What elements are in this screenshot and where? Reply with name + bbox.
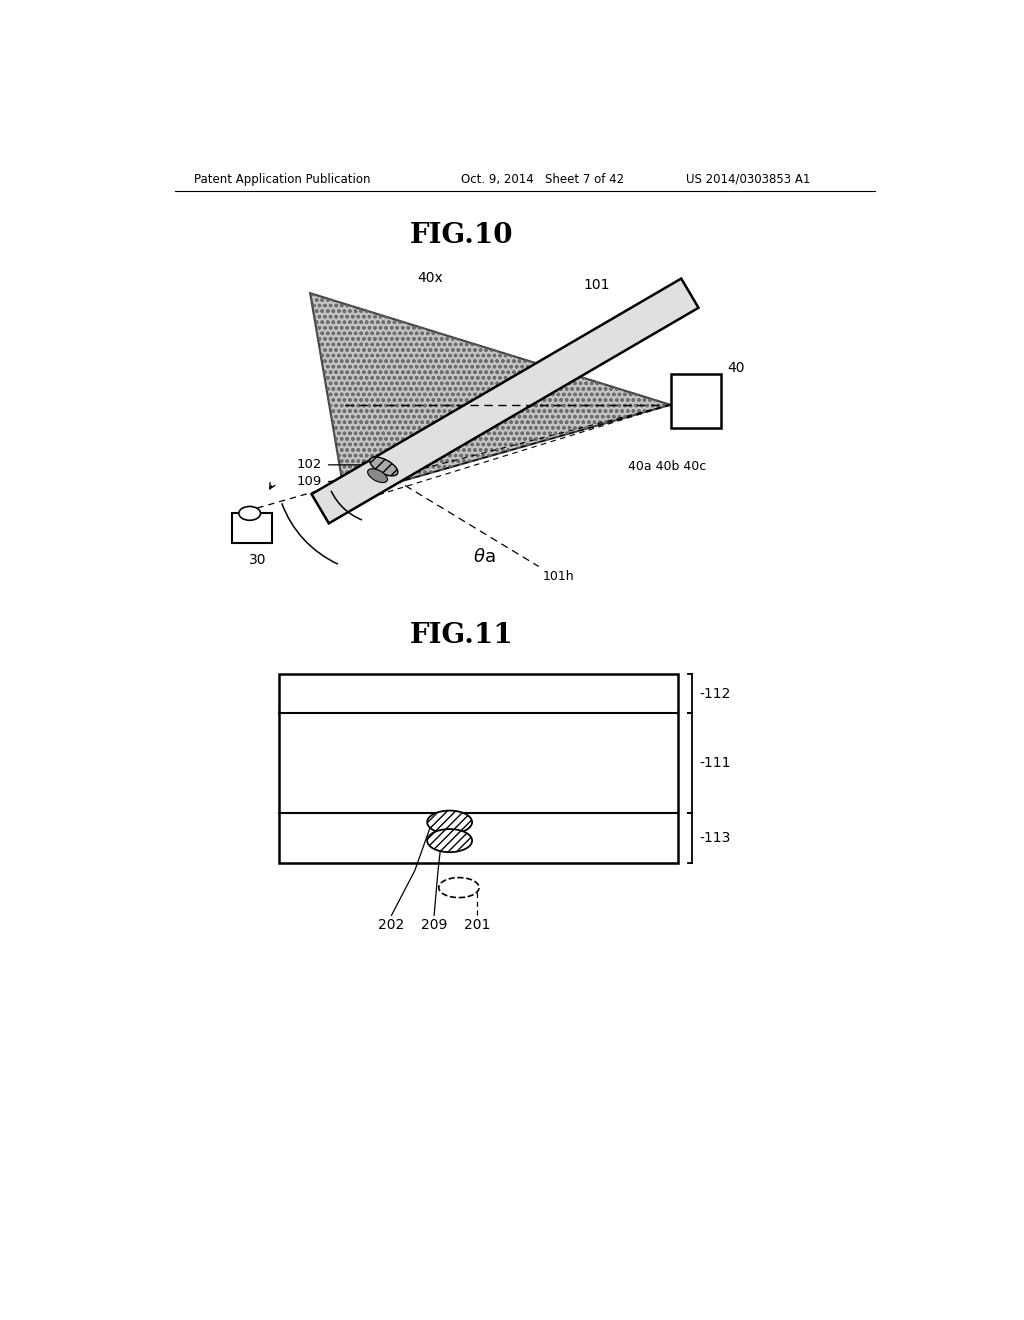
Text: 101h: 101h — [543, 570, 574, 583]
Text: FIG.10: FIG.10 — [410, 222, 513, 249]
Text: 30: 30 — [249, 553, 266, 568]
Text: 40x: 40x — [418, 271, 443, 285]
Text: 109: 109 — [297, 475, 322, 488]
Polygon shape — [311, 279, 698, 523]
Text: $\theta$a: $\theta$a — [473, 548, 496, 566]
Text: 202: 202 — [379, 917, 404, 932]
Text: 102: 102 — [296, 458, 322, 471]
Text: -112: -112 — [699, 686, 731, 701]
Ellipse shape — [427, 829, 472, 853]
Bar — [280, 675, 678, 863]
Bar — [671, 374, 721, 428]
Ellipse shape — [438, 878, 479, 898]
Text: 201: 201 — [464, 917, 489, 932]
Polygon shape — [310, 293, 671, 498]
Text: -113: -113 — [699, 830, 731, 845]
Ellipse shape — [368, 469, 387, 483]
Text: Patent Application Publication: Patent Application Publication — [194, 173, 371, 186]
Text: 40: 40 — [727, 360, 744, 375]
Text: 101: 101 — [584, 279, 610, 293]
Text: $\theta$: $\theta$ — [335, 496, 348, 516]
Text: -111: -111 — [699, 756, 731, 770]
Bar — [231, 513, 272, 543]
Text: FIG.11: FIG.11 — [410, 622, 513, 649]
Ellipse shape — [370, 457, 397, 477]
Text: Oct. 9, 2014   Sheet 7 of 42: Oct. 9, 2014 Sheet 7 of 42 — [461, 173, 625, 186]
Text: 40a 40b 40c: 40a 40b 40c — [628, 459, 707, 473]
Ellipse shape — [239, 507, 260, 520]
Ellipse shape — [427, 810, 472, 834]
Text: 209: 209 — [421, 917, 447, 932]
Text: US 2014/0303853 A1: US 2014/0303853 A1 — [686, 173, 810, 186]
